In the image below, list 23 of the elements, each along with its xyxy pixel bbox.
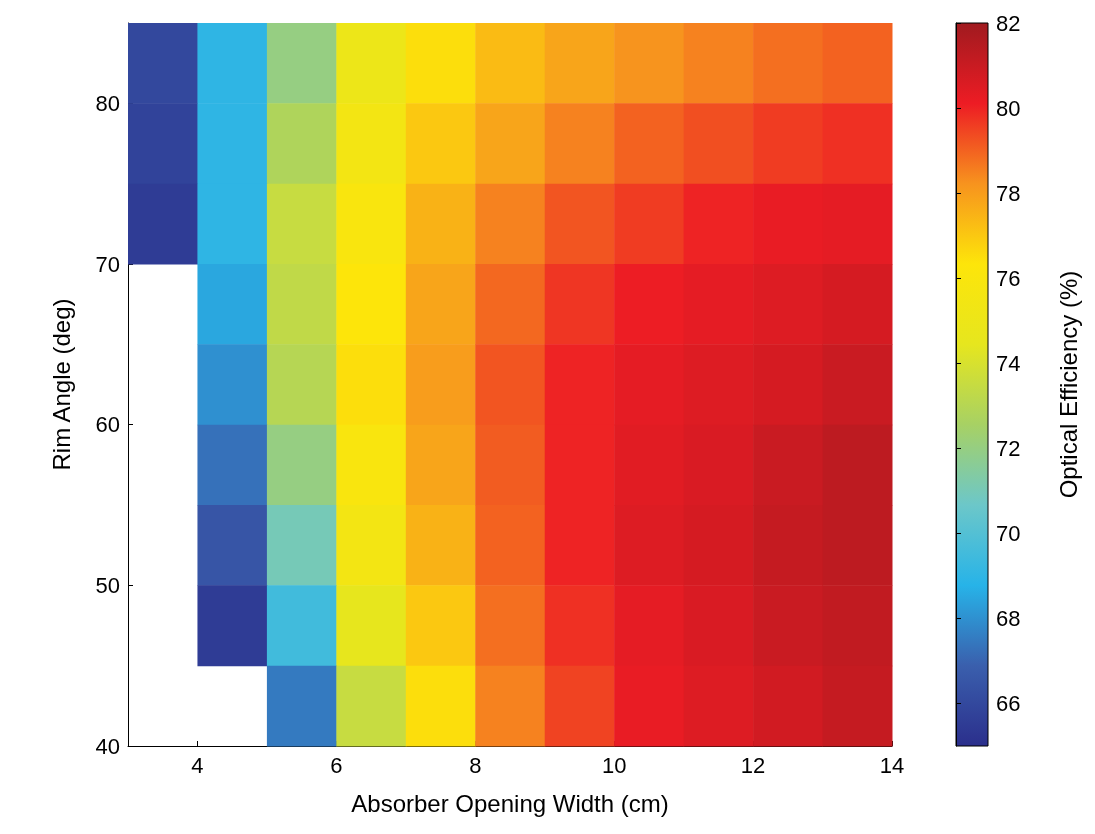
color-bar-label: 80 <box>996 95 1021 121</box>
color-bar-title: Optical Efficiency (%) <box>1054 270 1082 499</box>
color-bar-label: 70 <box>996 520 1021 546</box>
color-bar-label: 76 <box>996 265 1021 291</box>
y-tick-label: 80 <box>95 90 120 116</box>
x-tick-label: 10 <box>601 752 627 778</box>
y-tick-label: 70 <box>95 251 120 277</box>
y-tick-label: 40 <box>95 733 120 759</box>
color-bar-label: 74 <box>996 350 1021 376</box>
y-tick-label: 50 <box>95 572 120 598</box>
x-tick-label: 8 <box>469 752 482 778</box>
y-axis-title: Rim Angle (deg) <box>47 298 75 471</box>
color-bar-label: 72 <box>996 435 1021 461</box>
x-tick-label: 12 <box>740 752 766 778</box>
y-tick-label: 60 <box>95 412 120 438</box>
color-bar-label: 82 <box>996 10 1021 36</box>
x-tick-label: 6 <box>330 752 343 778</box>
x-tick-label: 14 <box>879 752 905 778</box>
color-bar-label: 66 <box>996 690 1021 716</box>
color-bar-label: 78 <box>996 180 1021 206</box>
x-tick-label: 4 <box>191 752 204 778</box>
color-bar-label: 68 <box>996 605 1021 631</box>
x-axis-title: Absorber Opening Width (cm) <box>351 789 669 817</box>
